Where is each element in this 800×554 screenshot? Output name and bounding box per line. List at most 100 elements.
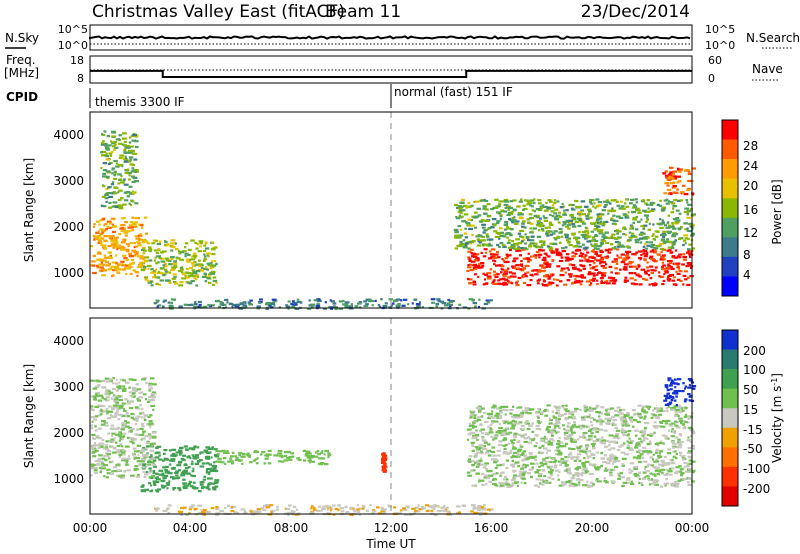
power-cell xyxy=(522,275,525,278)
power-cell xyxy=(650,243,656,247)
power-cell xyxy=(164,244,169,247)
velocity-cell xyxy=(669,467,675,470)
velocity-cell xyxy=(142,464,146,467)
power-cell xyxy=(667,214,671,217)
velocity-cell xyxy=(478,480,481,483)
velocity-cell xyxy=(535,411,539,414)
velocity-cell xyxy=(658,409,663,413)
velocity-cell xyxy=(270,509,276,512)
velocity-cell xyxy=(666,462,670,465)
velocity-cell xyxy=(598,415,601,418)
velocity-cell xyxy=(118,435,122,438)
velocity-cell xyxy=(152,480,157,483)
velocity-frame xyxy=(89,317,693,515)
power-cell xyxy=(291,300,295,303)
velocity-cell xyxy=(555,431,558,434)
velocity-cell xyxy=(471,437,474,440)
velocity-cell xyxy=(212,486,217,489)
power-cell xyxy=(677,267,681,270)
velocity-cell xyxy=(182,482,187,485)
power-cell xyxy=(673,227,677,230)
velocity-cell xyxy=(184,513,190,516)
power-cell xyxy=(544,263,547,266)
power-cell xyxy=(117,138,120,141)
velocity-cell xyxy=(339,507,345,510)
velocity-cell xyxy=(321,507,326,511)
velocity-cell xyxy=(154,456,160,459)
power-cell xyxy=(258,301,262,305)
power-cell xyxy=(549,249,553,252)
power-cell xyxy=(463,244,468,247)
power-cell xyxy=(113,192,118,195)
power-cell xyxy=(129,158,133,161)
velocity-cell xyxy=(567,429,573,432)
power-cell xyxy=(457,225,462,228)
power-cell xyxy=(459,216,463,219)
velocity-cell xyxy=(523,440,529,444)
velocity-cell xyxy=(478,478,481,481)
power-cell xyxy=(630,235,636,238)
power-cell xyxy=(530,255,533,258)
velocity-cell xyxy=(210,507,215,510)
velocity-cell xyxy=(569,410,575,413)
power-cell xyxy=(204,247,210,250)
velocity-cell xyxy=(592,463,596,466)
velocity-cell xyxy=(530,456,536,459)
power-cell xyxy=(186,281,191,284)
velocity-cell xyxy=(566,437,571,440)
velocity-cell xyxy=(611,415,615,418)
velocity-cell xyxy=(226,451,229,454)
velocity-cell xyxy=(496,464,500,467)
velocity-cell xyxy=(202,478,206,481)
velocity-cell xyxy=(659,440,662,443)
velocity-cell xyxy=(214,513,220,516)
power-cell xyxy=(593,262,596,265)
velocity-cell xyxy=(98,404,103,407)
velocity-cell xyxy=(679,420,684,423)
velocity-cell xyxy=(111,470,114,473)
power-cell xyxy=(486,301,491,304)
velocity-cell xyxy=(585,408,588,411)
velocity-cell xyxy=(501,483,506,486)
velocity-cell xyxy=(99,469,103,472)
power-cell xyxy=(100,204,104,207)
power-cell xyxy=(649,250,653,253)
velocity-cell xyxy=(545,428,550,431)
velocity-cell xyxy=(636,457,642,460)
power-cell xyxy=(674,177,677,180)
velocity-cell xyxy=(493,461,498,464)
velocity-cell xyxy=(172,477,176,480)
power-cell xyxy=(393,300,398,303)
power-cell xyxy=(571,255,577,258)
power-cell xyxy=(461,243,465,246)
velocity-cell xyxy=(586,480,589,483)
power-cell xyxy=(288,305,291,308)
velocity-cell xyxy=(327,454,332,457)
power-cell xyxy=(588,284,592,287)
power-cell xyxy=(483,229,488,232)
power-cell xyxy=(632,218,638,221)
power-cell xyxy=(556,200,560,203)
nave-label: Nave xyxy=(752,62,783,76)
velocity-cell xyxy=(628,418,633,421)
velocity-cell xyxy=(612,436,617,439)
power-cell xyxy=(196,274,199,277)
velocity-cell xyxy=(467,474,472,477)
velocity-cell xyxy=(97,457,102,461)
velocity-cell xyxy=(614,465,619,469)
power-cell xyxy=(515,238,520,241)
velocity-cell xyxy=(108,440,111,443)
power-cell xyxy=(584,254,588,257)
velocity-cell xyxy=(683,400,687,403)
velocity-cell xyxy=(150,457,156,460)
velocity-cell xyxy=(546,404,551,407)
velocity-cell xyxy=(134,450,139,453)
velocity-cell xyxy=(687,378,692,381)
velocity-cell xyxy=(149,490,153,493)
velocity-cell xyxy=(578,435,584,439)
velocity-cell xyxy=(524,456,527,459)
power-cbar-tick-8: 8 xyxy=(743,248,751,262)
velocity-cell xyxy=(502,420,507,423)
velocity-cell xyxy=(498,440,503,443)
velocity-cell xyxy=(540,438,545,441)
